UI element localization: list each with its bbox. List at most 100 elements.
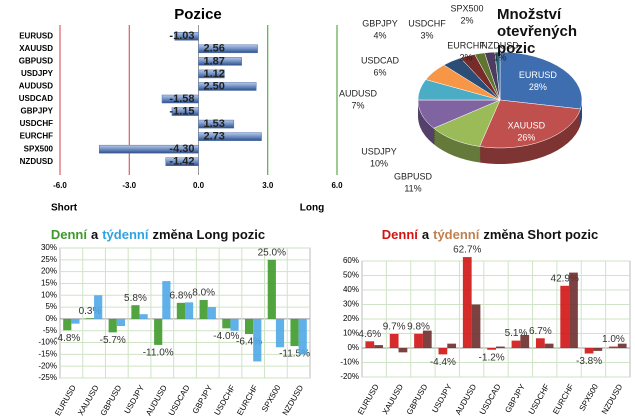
x-tick-label: NZDUSD xyxy=(600,382,625,416)
bar xyxy=(199,300,208,319)
bar xyxy=(447,343,457,348)
y-tick-label: -20% xyxy=(38,361,57,370)
value-label: 1.53 xyxy=(204,118,225,130)
x-tick-label: EURUSD xyxy=(53,383,78,416)
y-tick-label: EURCHF xyxy=(20,132,53,141)
value-label: -5.7% xyxy=(100,335,126,346)
y-tick-label: XAUUSD xyxy=(19,44,53,53)
value-label: -4.8% xyxy=(54,333,80,344)
y-tick-label: 50% xyxy=(343,271,359,280)
bar xyxy=(154,318,163,345)
x-label-left: Short xyxy=(51,203,78,214)
x-tick-label: XAUUSD xyxy=(76,383,101,416)
bar xyxy=(569,272,578,348)
pie-value-label: 28% xyxy=(529,82,547,92)
y-tick-label: AUDUSD xyxy=(19,82,53,91)
x-tick-label: 3.0 xyxy=(262,181,274,190)
pie-label: EURUSD xyxy=(519,70,558,80)
value-label: 1.87 xyxy=(204,55,225,67)
bar xyxy=(63,318,72,331)
y-tick-label: -10% xyxy=(38,338,57,347)
pie-value-label: 7% xyxy=(351,100,364,110)
bar xyxy=(161,94,199,104)
y-tick-label: GBPJPY xyxy=(21,107,54,116)
bar xyxy=(374,345,383,348)
y-tick-label: 10% xyxy=(41,290,57,299)
value-label: 1.0% xyxy=(602,334,625,345)
x-tick-label: GBPUSD xyxy=(405,382,430,416)
pie-value-label: 2% xyxy=(459,52,472,62)
chart-title: Denní a týdenní změna Long pozic xyxy=(51,227,265,242)
value-label: -4.0% xyxy=(213,331,239,342)
title-part: a xyxy=(422,227,430,242)
bar xyxy=(487,348,496,350)
bar xyxy=(85,318,95,319)
bar xyxy=(131,305,140,319)
title-part: a xyxy=(91,227,99,242)
x-tick-label: USDCAD xyxy=(478,382,503,416)
value-label: 2.50 xyxy=(204,80,225,92)
bar xyxy=(520,334,530,348)
y-tick-label: 5% xyxy=(45,302,57,311)
y-tick-label: 0% xyxy=(45,314,57,323)
bar xyxy=(171,107,199,116)
value-label: 42.9% xyxy=(551,273,579,284)
value-label: -1.15 xyxy=(169,105,194,117)
y-tick-label: 0% xyxy=(347,343,359,352)
y-tick-label: -10% xyxy=(340,358,359,367)
pie-label: EURCHF xyxy=(447,40,485,50)
pie-label: SPX500 xyxy=(450,3,483,13)
pie-value-label: 3% xyxy=(420,30,433,40)
pie-label: GBPJPY xyxy=(362,18,398,28)
pie-value-label: 4% xyxy=(373,30,386,40)
bar xyxy=(198,132,262,141)
value-label: 5.1% xyxy=(505,328,528,339)
y-tick-label: SPX500 xyxy=(24,144,54,153)
y-tick-label: NZDUSD xyxy=(20,157,54,166)
value-label: 0.3% xyxy=(79,306,102,317)
value-label: -11.0% xyxy=(143,348,174,359)
y-tick-label: -20% xyxy=(340,372,359,381)
bar xyxy=(422,330,432,348)
bar xyxy=(462,257,472,348)
pie-label: USDCAD xyxy=(361,55,400,65)
bar xyxy=(584,348,594,354)
y-tick-label: 60% xyxy=(343,256,359,265)
bar xyxy=(593,348,603,351)
pie-label: NZDUSD xyxy=(481,40,519,50)
bar xyxy=(174,32,199,41)
y-tick-label: 40% xyxy=(343,285,359,294)
y-tick-label: EURUSD xyxy=(19,31,53,40)
y-tick-label: 20% xyxy=(343,314,359,323)
x-tick-label: USDJPY xyxy=(123,383,147,415)
x-tick-label: -3.0 xyxy=(122,181,136,190)
bar xyxy=(162,281,171,319)
x-tick-label: EURCHF xyxy=(551,382,576,415)
title-part: Denní xyxy=(382,227,419,242)
y-tick-label: -15% xyxy=(38,349,57,358)
y-tick-label: 30% xyxy=(41,243,57,252)
pie-label: AUDUSD xyxy=(339,88,378,98)
x-tick-label: SPX500 xyxy=(578,382,601,412)
bar xyxy=(365,341,375,348)
bar xyxy=(139,314,148,319)
pie-slice xyxy=(494,51,501,101)
pie-value-label: 26% xyxy=(517,133,535,143)
bar xyxy=(116,318,125,326)
y-tick-label: GBPUSD xyxy=(19,56,53,65)
bar xyxy=(535,338,545,348)
bar xyxy=(511,340,521,348)
value-label: -4.4% xyxy=(430,357,456,368)
pie-label: XAUUSD xyxy=(508,121,546,131)
value-label: -1.03 xyxy=(169,30,194,42)
bar xyxy=(198,57,242,66)
bar xyxy=(298,318,307,355)
y-tick-label: USDCAD xyxy=(19,94,53,103)
x-tick-label: USDCHF xyxy=(527,382,552,415)
pie-value-label: 2% xyxy=(460,15,473,25)
y-tick-label: 15% xyxy=(41,279,57,288)
x-tick-label: 0.0 xyxy=(193,181,205,190)
bar xyxy=(496,346,505,348)
bar xyxy=(471,304,481,348)
title-part: Denní xyxy=(51,227,88,242)
